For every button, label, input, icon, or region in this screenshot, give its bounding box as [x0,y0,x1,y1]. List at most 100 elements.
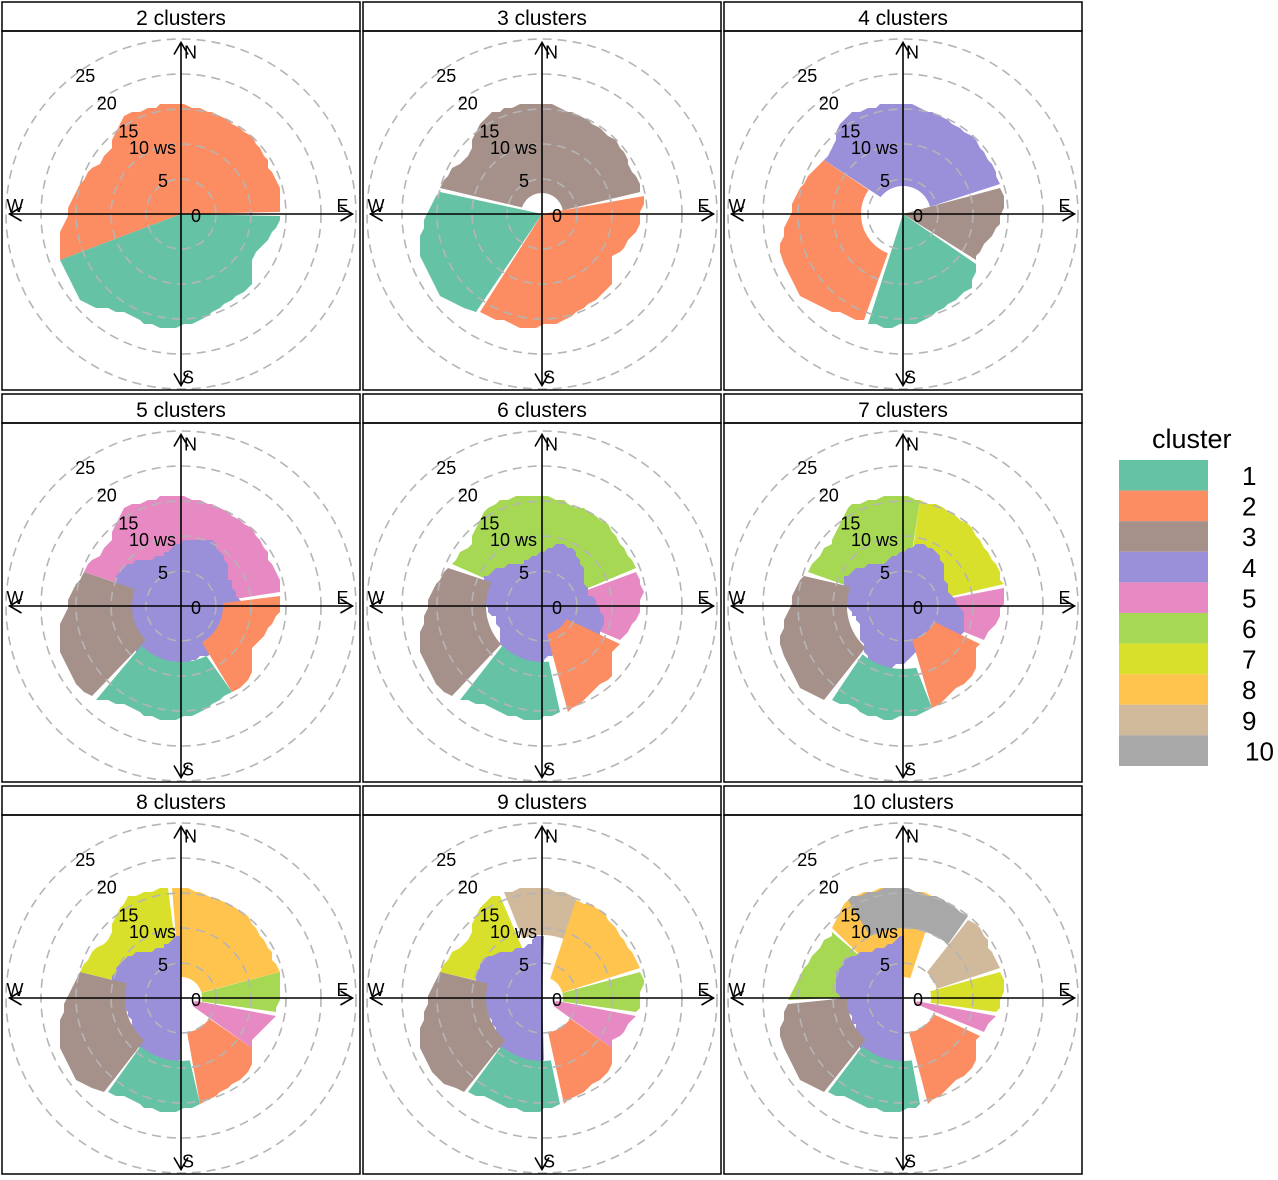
cluster-region-10 [848,888,968,945]
axis-arrowhead [173,1157,189,1172]
axis-arrowhead [534,373,550,388]
cluster-region-3 [440,104,640,211]
compass-label: E [337,980,349,1000]
axis-arrowhead [173,40,189,55]
axis-arrowhead [701,206,716,222]
legend-key-label: 9 [1242,706,1256,736]
axis-arrowhead [895,824,911,839]
legend-key-swatch [1119,704,1208,736]
legend-key-label: 6 [1242,614,1256,644]
compass-label: W [368,588,385,608]
compass-label: W [368,980,385,1000]
compass-label: W [729,588,746,608]
axis-arrowhead [895,432,911,447]
cluster-region-7 [930,972,1004,1012]
radial-tick-label: 15 [118,121,138,141]
radial-tick-label: 5 [519,955,529,975]
compass-label: S [904,760,916,780]
compass-label: E [698,588,710,608]
axis-arrowhead [368,990,383,1006]
radial-tick-label: 25 [436,66,456,86]
radial-tick-label: 25 [797,458,817,478]
axis-arrowhead [895,765,911,780]
cluster-region-4 [836,936,904,1064]
radial-tick-label: 0 [191,990,201,1010]
cluster-region-2 [202,596,280,692]
radial-tick-label: 10 ws [490,138,537,158]
radial-tick-label: 10 ws [129,922,176,942]
cluster-region-1 [460,645,560,720]
radial-tick-label: 20 [458,878,478,898]
panel-border [1,422,361,783]
radial-tick-label: 0 [552,206,562,226]
radial-grid-ring [727,38,1079,390]
axis-arrowhead [534,1157,550,1172]
radial-tick-label: 20 [458,486,478,506]
radial-grid-ring [727,822,1079,1174]
cluster-region-1 [96,645,232,720]
cluster-region-3 [60,572,146,696]
compass-label: E [1059,196,1071,216]
cluster-region-3 [780,576,866,700]
legend-key-swatch [1119,582,1208,613]
cluster-region-3 [60,972,145,1092]
cluster-region-1 [60,214,280,328]
facet-strip-label: 2 clusters [136,7,226,30]
axis-arrowhead [729,206,744,222]
radial-tick-label: 25 [436,850,456,870]
legend-title: cluster [1152,424,1232,454]
axis-arrowhead [534,765,550,780]
radial-tick-label: 20 [819,486,839,506]
axis-arrowhead [173,765,189,780]
radial-tick-label: 15 [479,513,499,533]
axis-arrowhead [1062,206,1077,222]
compass-label: E [698,980,710,1000]
cluster-region-4 [824,104,1000,207]
axis-arrowhead [340,206,355,222]
radial-tick-label: 10 ws [129,530,176,550]
legend-key-swatch [1119,551,1208,583]
legend-key-swatch [1119,674,1208,705]
axis-arrowhead [340,598,355,614]
legend-key-swatch [1119,521,1208,552]
radial-tick-label: 10 ws [851,138,898,158]
facet-strip [362,393,722,424]
radial-tick-label: 25 [75,458,95,478]
compass-label: N [545,827,558,847]
legend-key-swatch [1119,460,1208,491]
cluster-region-8 [172,888,280,993]
panel-border [362,30,722,391]
legend-key-swatch [1119,613,1208,644]
cluster-region-1 [108,1046,200,1112]
compass-label: S [543,368,555,388]
compass-label: N [906,435,919,455]
cluster-region-8 [550,900,640,993]
cluster-region-1 [832,654,932,720]
compass-label: W [368,196,385,216]
radial-grid-ring [5,430,357,782]
radial-tick-label: 0 [913,990,923,1010]
compass-label: S [182,368,194,388]
facet-strip [723,393,1083,424]
radial-tick-label: 5 [519,563,529,583]
axis-arrowhead [173,824,189,839]
radial-grid-ring [5,822,357,1174]
radial-grid-ring [366,430,718,782]
cluster-region-1 [868,214,976,328]
cluster-region-5 [192,1000,276,1048]
panel-border [362,422,722,783]
facet-strip-label: 8 clusters [136,791,226,814]
radial-tick-label: 20 [97,94,117,114]
